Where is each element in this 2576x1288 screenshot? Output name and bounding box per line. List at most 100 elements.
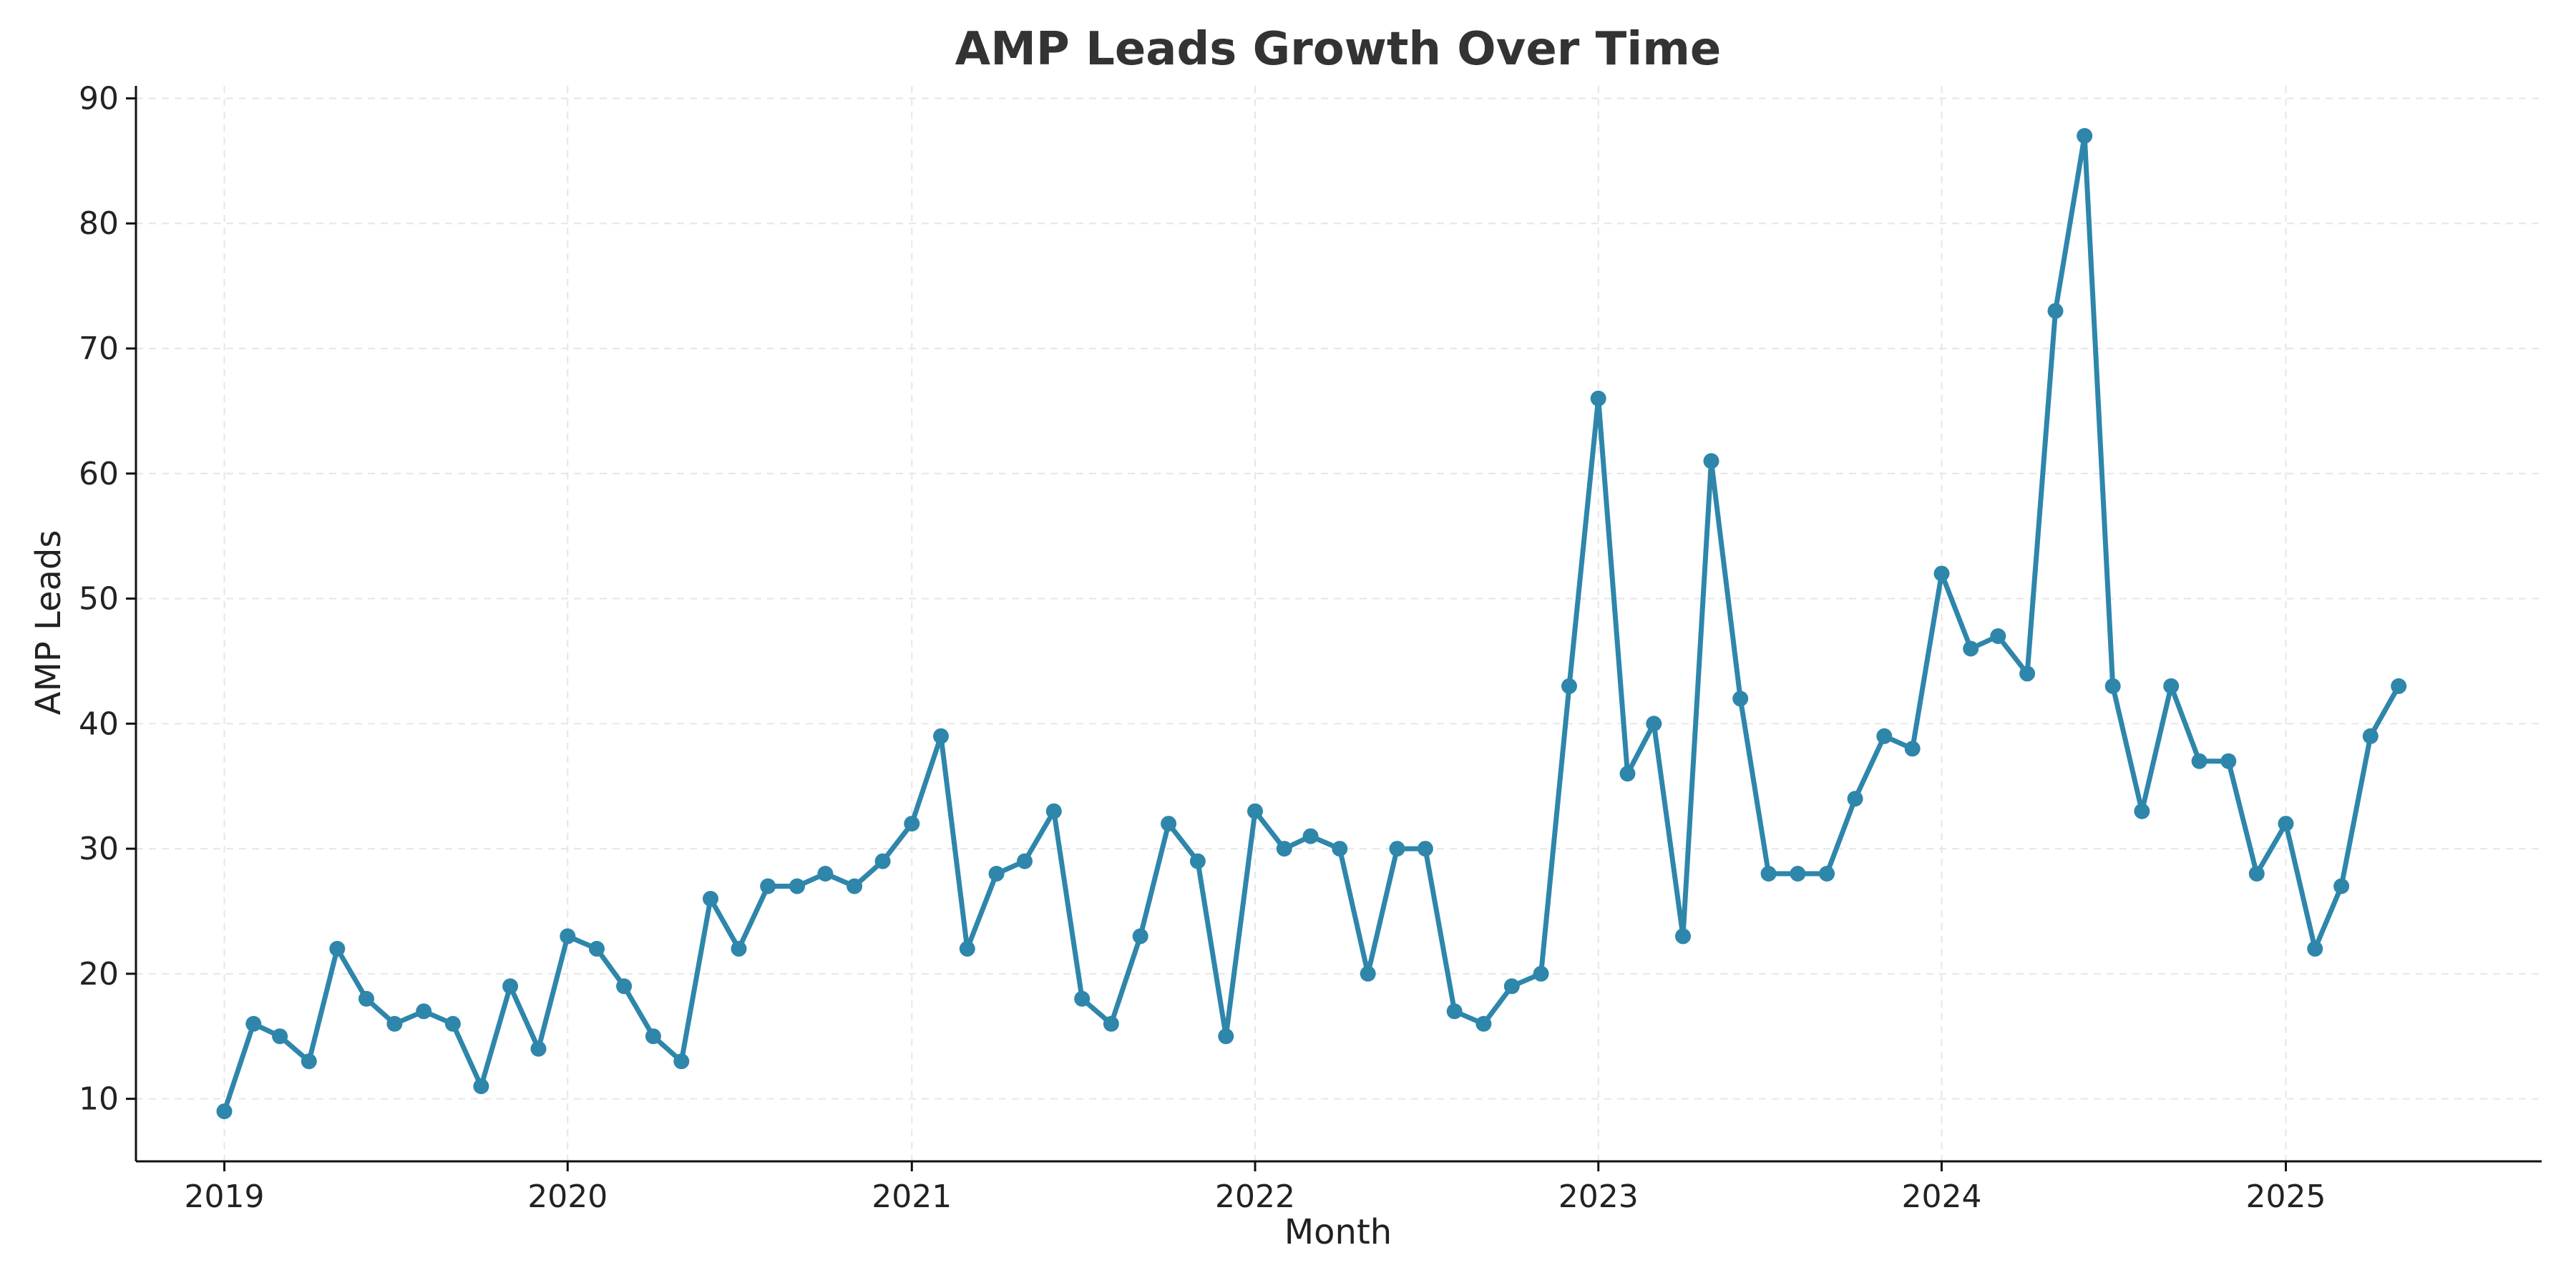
data-point <box>1360 965 1376 982</box>
data-point <box>301 1053 317 1070</box>
data-point <box>416 1003 432 1020</box>
data-point <box>1189 853 1206 869</box>
data-point <box>1847 791 1863 807</box>
data-point <box>502 978 519 995</box>
data-point <box>272 1028 288 1045</box>
data-point <box>2019 665 2036 682</box>
data-point <box>1703 453 1719 469</box>
data-point <box>2077 127 2093 144</box>
data-point <box>2134 803 2150 819</box>
y-axis-label: AMP Leads <box>29 530 69 716</box>
data-point <box>2278 816 2294 832</box>
y-tick-label: 40 <box>79 706 119 742</box>
x-tick-label: 2025 <box>2246 1179 2326 1215</box>
axes <box>135 86 2542 1163</box>
data-point <box>988 866 1005 882</box>
data-point <box>703 891 718 907</box>
data-point <box>1760 866 1777 882</box>
data-point <box>473 1078 489 1095</box>
data-point <box>959 940 975 957</box>
data-point <box>731 940 747 957</box>
data-point <box>1790 866 1806 882</box>
data-point <box>1045 803 1062 819</box>
data-point <box>874 853 891 869</box>
x-tick-label: 2021 <box>872 1179 952 1215</box>
data-point <box>760 878 776 894</box>
data-point <box>1017 853 1033 869</box>
data-point <box>1103 1015 1119 1032</box>
data-point <box>1590 390 1606 406</box>
data-point <box>1218 1028 1234 1045</box>
y-tick-label: 30 <box>79 831 119 867</box>
data-point <box>2391 678 2407 694</box>
x-axis-label: Month <box>1284 1212 1392 1252</box>
chart-title: AMP Leads Growth Over Time <box>955 23 1722 76</box>
y-tick-label: 60 <box>79 456 119 492</box>
data-point <box>1990 628 2006 644</box>
data-point <box>1646 716 1662 732</box>
data-point <box>1675 928 1691 945</box>
data-point <box>245 1015 262 1032</box>
x-tick-label: 2019 <box>185 1179 265 1215</box>
y-tick-label: 80 <box>79 205 119 242</box>
grid <box>136 86 2542 1161</box>
data-point <box>789 878 805 894</box>
data-point <box>1074 990 1091 1007</box>
data-point <box>933 728 949 744</box>
data-point <box>2220 753 2237 769</box>
data-point <box>673 1053 690 1070</box>
y-tick-label: 20 <box>79 956 119 992</box>
data-point <box>1963 640 1979 657</box>
data-point <box>560 928 576 945</box>
data-point <box>645 1028 661 1045</box>
data-point <box>2307 940 2323 957</box>
data-point <box>2104 678 2121 694</box>
data-point <box>1904 741 1921 757</box>
data-point <box>530 1040 547 1057</box>
y-tick-label: 90 <box>79 80 119 117</box>
data-point <box>1132 928 1148 945</box>
data-point <box>386 1015 403 1032</box>
data-point <box>2047 303 2064 319</box>
data-point <box>1475 1015 1492 1032</box>
series-layer <box>216 127 2407 1120</box>
data-point <box>1446 1003 1463 1020</box>
data-point <box>1276 841 1292 857</box>
data-point <box>1732 691 1749 707</box>
data-point <box>2362 728 2379 744</box>
data-point <box>847 878 863 894</box>
data-point <box>329 940 346 957</box>
data-point <box>1503 978 1520 995</box>
data-point <box>1561 678 1577 694</box>
data-point <box>1819 866 1835 882</box>
data-point <box>1161 816 1177 832</box>
data-point <box>1619 766 1636 782</box>
data-point <box>616 978 633 995</box>
data-point <box>1302 828 1319 844</box>
data-point <box>589 940 605 957</box>
data-point <box>1876 728 1893 744</box>
data-point <box>2191 753 2207 769</box>
data-point <box>2163 678 2180 694</box>
data-point <box>1389 841 1405 857</box>
data-point <box>1417 841 1433 857</box>
ticks: 2019 2020 2021 2022 2023 2024 2025 10 20 30 40 50 60… <box>79 80 2326 1215</box>
data-point <box>2248 866 2265 882</box>
data-point <box>1247 803 1263 819</box>
data-point <box>1332 841 1348 857</box>
y-tick-label: 10 <box>79 1081 119 1118</box>
x-tick-label: 2022 <box>1215 1179 1295 1215</box>
data-point <box>444 1015 461 1032</box>
x-tick-label: 2024 <box>1901 1179 1981 1215</box>
data-point <box>2333 878 2350 894</box>
data-point <box>358 990 374 1007</box>
data-point <box>817 866 834 882</box>
data-point <box>1533 965 1549 982</box>
data-point <box>216 1103 233 1120</box>
data-point <box>904 816 920 832</box>
x-tick-label: 2023 <box>1558 1179 1639 1215</box>
data-point <box>1933 565 1950 582</box>
x-tick-label: 2020 <box>527 1179 608 1215</box>
y-tick-label: 50 <box>79 581 119 618</box>
